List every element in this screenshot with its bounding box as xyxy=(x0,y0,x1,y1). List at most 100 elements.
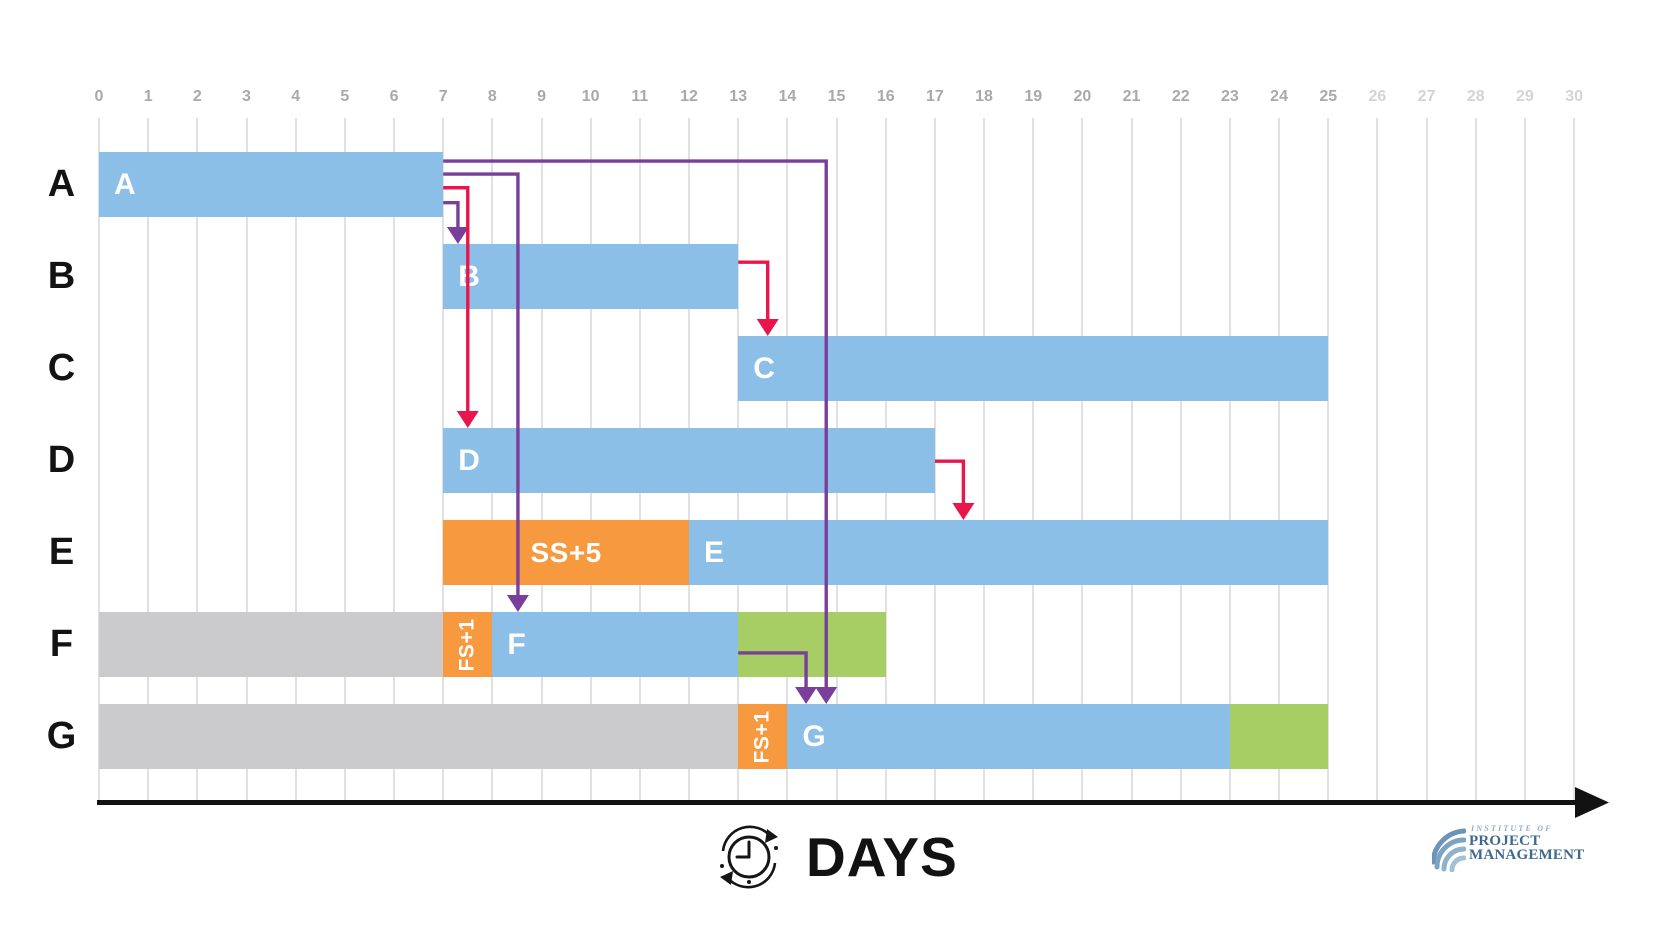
axis-tick-label-7: 7 xyxy=(438,88,448,105)
dependency-arrowhead-D-E xyxy=(952,503,975,520)
gridline-day-28 xyxy=(1474,118,1477,802)
dependency-arrow-D-E xyxy=(934,459,966,505)
axis-tick-label-18: 18 xyxy=(975,88,993,105)
axis-tick-label-25: 25 xyxy=(1319,88,1338,105)
row-label-B: B xyxy=(47,255,77,297)
axis-tick-label-22: 22 xyxy=(1171,88,1190,105)
ipm-logo-swoosh xyxy=(1432,828,1466,872)
bar-label-E-task: E xyxy=(704,535,725,569)
bar-label-E-lag: SS+5 xyxy=(530,536,602,568)
gridline-day-19 xyxy=(1032,118,1035,802)
bar-segment-F-task: F xyxy=(492,612,739,677)
dependency-arrowhead-A-D xyxy=(456,411,479,428)
gridline-day-2 xyxy=(196,118,199,802)
bar-segment-D-task: D xyxy=(443,428,935,493)
bar-label-F-task: F xyxy=(507,627,526,661)
dependency-arrow-A-G xyxy=(443,159,828,689)
gridline-day-18 xyxy=(983,118,986,802)
bar-segment-E-task: E xyxy=(689,520,1329,585)
ipm-logo-line2: PROJECT xyxy=(1469,833,1541,849)
axis-tick-label-2: 2 xyxy=(192,88,202,105)
bar-segment-G-elapsed xyxy=(99,704,739,769)
axis-tick-label-30: 30 xyxy=(1565,88,1583,105)
axis-tick-label-12: 12 xyxy=(680,88,698,105)
bar-segment-C-task: C xyxy=(738,336,1329,401)
axis-tick-label-1: 1 xyxy=(143,88,153,105)
ipm-logo-line3: MANAGEMENT xyxy=(1469,847,1585,863)
dependency-arrowhead-A-B xyxy=(446,227,469,244)
dependency-arrow-B-C xyxy=(738,260,770,321)
bar-segment-G-slack xyxy=(1229,704,1329,769)
gridline-day-24 xyxy=(1278,118,1281,802)
dependency-arrowhead-A-F xyxy=(506,595,529,612)
axis-tick-label-13: 13 xyxy=(729,88,748,105)
bar-label-B-task: B xyxy=(458,259,480,293)
gridline-day-5 xyxy=(343,118,346,802)
ipm-logo-text: INSTITUTE OF PROJECT MANAGEMENT xyxy=(1469,824,1585,863)
axis-tick-label-10: 10 xyxy=(581,88,600,105)
axis-tick-label-17: 17 xyxy=(925,88,944,105)
gridline-day-29 xyxy=(1523,118,1526,802)
gridline-day-3 xyxy=(245,118,248,802)
gridline-day-21 xyxy=(1130,118,1133,802)
gridline-day-6 xyxy=(393,118,396,802)
bar-segment-E-lag: SS+5 xyxy=(443,520,690,585)
bar-label-D-task: D xyxy=(458,443,480,477)
dependency-arrowhead-B-C xyxy=(756,319,779,336)
dependency-arrowhead-F-G xyxy=(795,687,818,704)
bar-segment-B-task: B xyxy=(443,244,739,309)
gridline-day-22 xyxy=(1179,118,1182,802)
axis-tick-label-8: 8 xyxy=(487,88,497,105)
axis-tick-label-21: 21 xyxy=(1122,88,1141,105)
axis-tick-label-0: 0 xyxy=(94,88,104,105)
gridline-day-1 xyxy=(147,118,150,802)
ipm-logo: INSTITUTE OF PROJECT MANAGEMENT xyxy=(1432,824,1584,872)
bar-label-G-task: G xyxy=(802,719,826,753)
bar-segment-F-elapsed xyxy=(99,612,444,677)
gridline-day-30 xyxy=(1573,118,1576,802)
gridline-day-27 xyxy=(1425,118,1428,802)
row-label-C: C xyxy=(47,347,77,389)
row-label-F: F xyxy=(49,623,75,665)
bar-label-F-lag: FS+1 xyxy=(455,618,479,671)
gridline-day-0 xyxy=(98,118,100,802)
bar-segment-A-task: A xyxy=(99,152,444,217)
row-label-D: D xyxy=(47,439,77,481)
clock-icon xyxy=(720,825,778,889)
ipm-logo-line1: INSTITUTE OF xyxy=(1471,824,1553,833)
axis-tick-label-24: 24 xyxy=(1270,88,1288,105)
gridline-day-25 xyxy=(1327,118,1330,802)
axis-tick-label-19: 19 xyxy=(1024,88,1043,105)
axis-tick-label-11: 11 xyxy=(631,88,649,105)
bar-label-A-task: A xyxy=(114,167,136,201)
bar-segment-G-lag: FS+1 xyxy=(738,704,788,769)
axis-tick-label-5: 5 xyxy=(340,88,350,105)
axis-tick-label-3: 3 xyxy=(242,88,251,105)
axis-tick-label-27: 27 xyxy=(1417,88,1436,105)
gridline-day-17 xyxy=(933,118,936,802)
row-label-A: A xyxy=(47,163,77,205)
axis-tick-label-23: 23 xyxy=(1221,88,1239,105)
gridline-day-4 xyxy=(294,118,297,802)
gridline-day-26 xyxy=(1376,118,1379,802)
axis-unit-label: DAYS xyxy=(806,826,958,888)
axis-tick-label-14: 14 xyxy=(778,88,797,105)
bar-segment-G-task: G xyxy=(787,704,1230,769)
dependency-arrow-A-B xyxy=(443,201,460,229)
axis-tick-label-6: 6 xyxy=(389,88,399,105)
row-label-G: G xyxy=(46,715,78,757)
gridline-day-23 xyxy=(1228,118,1231,802)
axis-tick-label-28: 28 xyxy=(1466,88,1485,105)
axis-tick-label-20: 20 xyxy=(1073,88,1092,105)
gridline-day-20 xyxy=(1081,118,1084,802)
axis-tick-label-15: 15 xyxy=(827,88,846,105)
axis-tick-label-9: 9 xyxy=(537,88,546,105)
axis-tick-label-29: 29 xyxy=(1516,88,1534,105)
bar-label-G-lag: FS+1 xyxy=(750,710,774,763)
bar-segment-F-lag: FS+1 xyxy=(443,612,493,677)
row-label-E: E xyxy=(48,531,76,573)
axis-tick-label-16: 16 xyxy=(876,88,895,105)
bar-segment-F-slack xyxy=(738,612,886,677)
bar-label-C-task: C xyxy=(753,351,775,385)
